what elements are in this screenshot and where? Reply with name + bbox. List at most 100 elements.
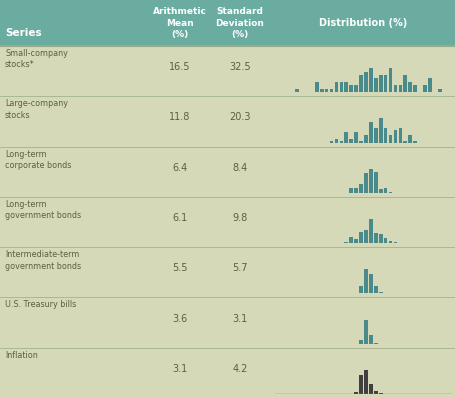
Bar xyxy=(369,335,373,344)
Bar xyxy=(374,129,378,142)
Bar xyxy=(364,370,368,394)
Text: Arithmetic
Mean
(%): Arithmetic Mean (%) xyxy=(153,8,207,39)
Bar xyxy=(330,140,334,142)
Bar xyxy=(413,85,417,92)
Bar xyxy=(364,135,368,142)
Bar xyxy=(354,188,358,193)
Text: 6.4: 6.4 xyxy=(172,163,187,173)
Bar xyxy=(399,85,402,92)
Bar xyxy=(349,236,353,243)
Bar xyxy=(369,169,373,193)
Text: 20.3: 20.3 xyxy=(229,112,251,123)
Bar xyxy=(389,135,392,142)
Bar xyxy=(413,140,417,142)
Bar xyxy=(315,82,318,92)
Bar xyxy=(364,269,368,293)
Bar xyxy=(349,139,353,142)
Bar xyxy=(374,172,378,193)
Bar xyxy=(438,89,441,92)
Bar xyxy=(389,68,392,92)
Bar xyxy=(354,392,358,394)
Bar xyxy=(0,0,455,46)
Bar xyxy=(344,133,348,142)
Bar xyxy=(369,219,373,243)
Text: Large-company
stocks: Large-company stocks xyxy=(5,99,68,120)
Bar xyxy=(379,292,383,293)
Bar xyxy=(359,140,363,142)
Bar xyxy=(354,239,358,243)
Bar xyxy=(394,242,397,243)
Text: 4.2: 4.2 xyxy=(233,364,248,374)
Bar xyxy=(325,89,329,92)
Text: Series: Series xyxy=(5,28,41,38)
Bar xyxy=(389,192,392,193)
Text: 16.5: 16.5 xyxy=(169,62,191,72)
Text: 32.5: 32.5 xyxy=(229,62,251,72)
Bar xyxy=(428,78,432,92)
Text: Long-term
corporate bonds: Long-term corporate bonds xyxy=(5,150,71,170)
Bar xyxy=(334,139,339,142)
Text: 11.8: 11.8 xyxy=(169,112,191,123)
Bar xyxy=(379,234,383,243)
Bar xyxy=(359,183,363,193)
Bar xyxy=(384,188,388,193)
Bar xyxy=(354,133,358,142)
Bar xyxy=(394,85,397,92)
Bar xyxy=(404,140,407,142)
Bar xyxy=(344,242,348,243)
Bar xyxy=(359,286,363,293)
Bar xyxy=(339,82,343,92)
Text: 3.1: 3.1 xyxy=(233,314,248,324)
Bar xyxy=(384,238,388,243)
Bar xyxy=(409,135,412,142)
Bar xyxy=(364,230,368,243)
Bar xyxy=(379,189,383,193)
Text: 5.7: 5.7 xyxy=(232,263,248,273)
Text: 8.4: 8.4 xyxy=(233,163,248,173)
Bar xyxy=(369,68,373,92)
Bar xyxy=(359,75,363,92)
Bar xyxy=(399,129,402,142)
Bar xyxy=(374,391,378,394)
Bar xyxy=(344,82,348,92)
Text: 3.1: 3.1 xyxy=(172,364,187,374)
Text: Standard
Deviation
(%): Standard Deviation (%) xyxy=(216,8,264,39)
Bar xyxy=(364,173,368,193)
Bar xyxy=(374,343,378,344)
Text: Intermediate-term
government bonds: Intermediate-term government bonds xyxy=(5,250,81,271)
Bar xyxy=(394,131,397,142)
Bar xyxy=(354,85,358,92)
Bar xyxy=(404,75,407,92)
Bar xyxy=(359,340,363,344)
Bar xyxy=(0,46,455,398)
Bar xyxy=(364,320,368,344)
Text: Long-term
government bonds: Long-term government bonds xyxy=(5,200,81,220)
Bar xyxy=(374,78,378,92)
Bar xyxy=(359,232,363,243)
Bar xyxy=(369,384,373,394)
Bar xyxy=(379,393,383,394)
Bar xyxy=(389,241,392,243)
Bar xyxy=(349,85,353,92)
Bar xyxy=(369,123,373,142)
Bar xyxy=(330,89,334,92)
Bar xyxy=(379,119,383,142)
Text: 9.8: 9.8 xyxy=(233,213,248,223)
Bar xyxy=(384,129,388,142)
Bar xyxy=(374,233,378,243)
Bar xyxy=(374,287,378,293)
Bar xyxy=(349,188,353,193)
Text: Inflation: Inflation xyxy=(5,351,38,360)
Bar xyxy=(359,375,363,394)
Text: U.S. Treasury bills: U.S. Treasury bills xyxy=(5,300,76,309)
Bar xyxy=(384,75,388,92)
Text: Small-company
stocks*: Small-company stocks* xyxy=(5,49,68,69)
Text: 5.5: 5.5 xyxy=(172,263,188,273)
Bar xyxy=(339,140,343,142)
Bar xyxy=(379,75,383,92)
Text: Distribution (%): Distribution (%) xyxy=(319,18,408,28)
Bar xyxy=(409,82,412,92)
Bar xyxy=(423,85,427,92)
Text: 6.1: 6.1 xyxy=(172,213,187,223)
Text: 3.6: 3.6 xyxy=(172,314,187,324)
